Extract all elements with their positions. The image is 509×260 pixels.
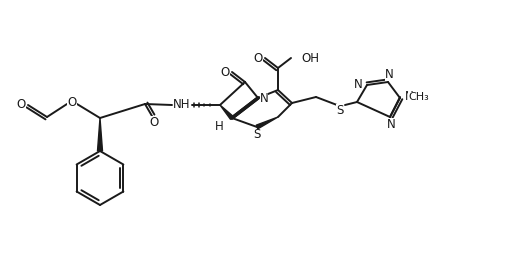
Polygon shape [219,105,233,119]
Text: CH₃: CH₃ [407,92,428,102]
Polygon shape [256,117,277,129]
Text: O: O [16,98,25,110]
Text: OH: OH [300,51,318,64]
Text: NH: NH [173,99,190,112]
Polygon shape [97,118,102,151]
Text: S: S [335,103,343,116]
Text: N: N [259,92,268,105]
Text: O: O [220,66,229,79]
Text: N: N [259,92,268,105]
Text: N: N [386,118,394,131]
Text: O: O [253,51,262,64]
Text: O: O [149,115,158,128]
Text: N: N [353,77,362,90]
Text: N: N [384,68,392,81]
Text: S: S [253,128,260,141]
Text: N: N [404,90,413,103]
Text: O: O [67,96,76,109]
Text: H: H [214,120,223,133]
